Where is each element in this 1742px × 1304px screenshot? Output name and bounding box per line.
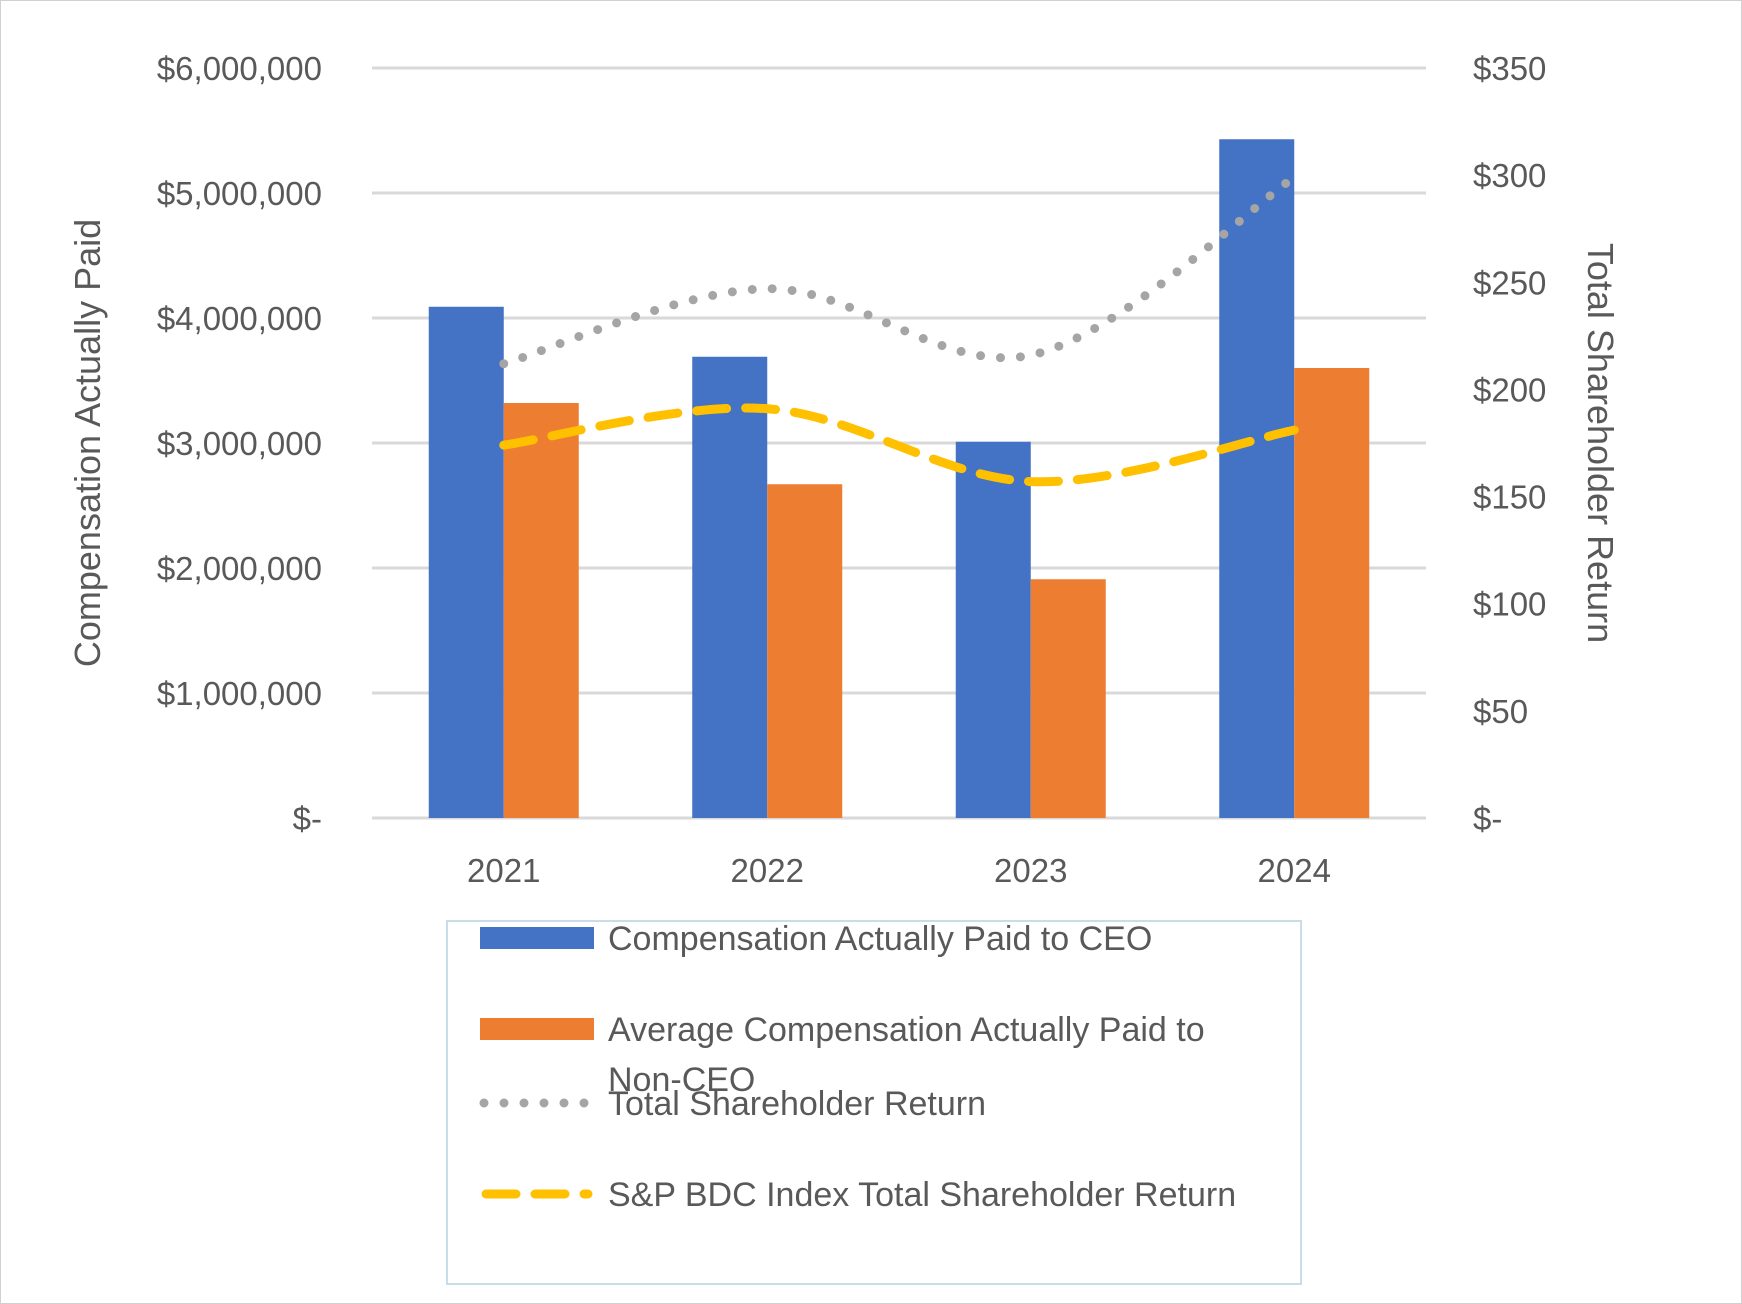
legend-label: Average Compensation Actually Paid to <box>608 1011 1205 1049</box>
bars <box>428 139 1370 818</box>
right-axis-tick-label: $150 <box>1473 479 1546 516</box>
right-axis-title: Total Shareholder Return <box>1580 243 1621 643</box>
left-axis-tick-label: $- <box>293 800 322 837</box>
category-tick-label: 2023 <box>994 852 1067 889</box>
tsr-line <box>499 172 1299 369</box>
left-axis-ticks: $- $1,000,000 $2,000,000 $3,000,000 $4,000,0… <box>157 50 322 837</box>
bar-non-ceo-2024 <box>1294 368 1370 818</box>
right-axis-tick-label: $50 <box>1473 693 1528 730</box>
left-axis-tick-label: $1,000,000 <box>157 675 322 712</box>
category-tick-label: 2022 <box>731 852 804 889</box>
right-axis-tick-label: $200 <box>1473 371 1546 408</box>
lines <box>499 172 1299 487</box>
legend-label: S&P BDC Index Total Shareholder Return <box>608 1176 1236 1214</box>
bar-non-ceo-2022 <box>767 484 843 818</box>
right-axis-tick-label: $350 <box>1473 50 1546 87</box>
legend-swatch-0 <box>480 927 594 949</box>
left-axis-title: Compensation Actually Paid <box>67 219 108 667</box>
category-axis-ticks: 2021 2022 2023 2024 <box>467 852 1331 889</box>
legend-box <box>446 920 1302 1285</box>
bdc-index-tsr-line <box>499 403 1299 487</box>
bar-ceo-2021 <box>428 306 504 818</box>
category-tick-label: 2021 <box>467 852 540 889</box>
bar-non-ceo-2023 <box>1030 579 1106 818</box>
left-axis-tick-label: $4,000,000 <box>157 300 322 337</box>
left-axis-tick-label: $5,000,000 <box>157 175 322 212</box>
bar-non-ceo-2021 <box>503 403 579 818</box>
category-tick-label: 2024 <box>1258 852 1331 889</box>
legend-swatch-1 <box>480 1018 594 1040</box>
legend: Compensation Actually Paid to CEO Average… <box>446 920 1302 1285</box>
bar-ceo-2022 <box>692 356 768 818</box>
bar-ceo-2023 <box>955 441 1031 818</box>
right-axis-tick-label: $250 <box>1473 264 1546 301</box>
legend-label: Total Shareholder Return <box>608 1085 986 1123</box>
right-axis-tick-label: $100 <box>1473 586 1546 623</box>
bar-ceo-2024 <box>1219 139 1295 818</box>
right-axis-ticks: $- $50 $100 $150 $200 $250 $300 $350 <box>1473 50 1546 837</box>
left-axis-tick-label: $2,000,000 <box>157 550 322 587</box>
left-axis-tick-label: $6,000,000 <box>157 50 322 87</box>
right-axis-tick-label: $300 <box>1473 157 1546 194</box>
right-axis-tick-label: $- <box>1473 800 1502 837</box>
left-axis-tick-label: $3,000,000 <box>157 425 322 462</box>
legend-label: Non-CEO <box>608 1061 755 1099</box>
legend-label: Compensation Actually Paid to CEO <box>608 920 1152 958</box>
